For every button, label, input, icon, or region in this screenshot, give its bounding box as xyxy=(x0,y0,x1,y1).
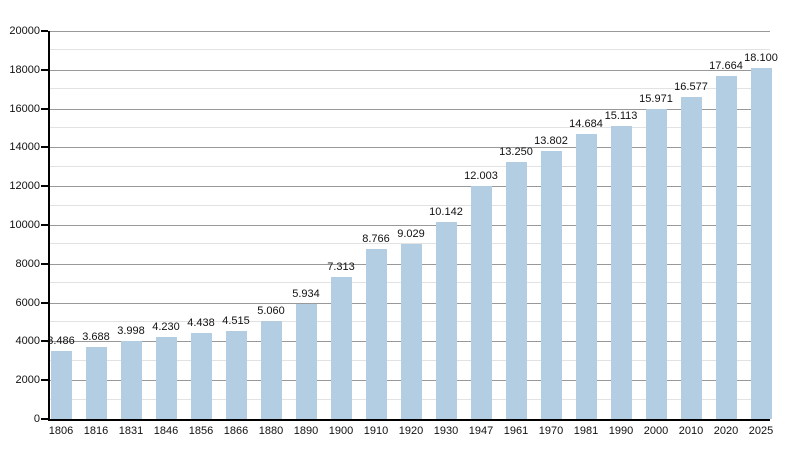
bar xyxy=(120,341,142,419)
y-tick-label: 18000 xyxy=(9,63,40,76)
bar-value-label: 5.934 xyxy=(292,287,320,300)
bar xyxy=(435,222,457,419)
y-axis-tick xyxy=(41,301,48,304)
major-gridline xyxy=(50,108,770,110)
y-tick-label: 20000 xyxy=(9,25,40,37)
y-axis-tick xyxy=(41,262,48,265)
bar-value-label: 3.486 xyxy=(47,335,75,348)
bar xyxy=(610,125,632,419)
minor-gridline xyxy=(50,127,770,128)
bar-value-label: 18.100 xyxy=(744,51,778,64)
major-gridline xyxy=(50,147,770,149)
bar-value-label: 5.060 xyxy=(257,304,285,317)
bar xyxy=(505,161,527,419)
bar-value-label: 14.684 xyxy=(569,118,603,131)
bar-value-label: 9.029 xyxy=(397,227,425,240)
bar-value-label: 15.971 xyxy=(639,93,673,106)
x-tick-label: 1900 xyxy=(328,425,354,437)
bar-value-label: 10.142 xyxy=(429,206,463,219)
x-axis-labels: 1806 1816 1831 1846 1856 1866 1880 1890 1900 1910… xyxy=(48,425,774,439)
bar-value-label: 3.998 xyxy=(117,325,145,338)
y-tick-label: 8000 xyxy=(15,257,40,270)
y-tick-label: 2000 xyxy=(15,374,40,387)
x-tick-label: 1990 xyxy=(608,425,634,437)
x-tick-label: 1816 xyxy=(83,425,109,437)
y-tick-label: 12000 xyxy=(9,180,40,193)
bar-value-label: 4.230 xyxy=(152,320,180,333)
y-axis-tick xyxy=(41,418,48,420)
bar-value-label: 15.113 xyxy=(604,109,638,122)
bar-value-label: 13.802 xyxy=(534,135,568,148)
bar xyxy=(680,97,702,419)
bar xyxy=(50,351,72,419)
bar xyxy=(540,151,562,419)
bar xyxy=(470,186,492,419)
bar xyxy=(330,277,352,419)
x-tick-label: 1920 xyxy=(398,425,424,437)
bar xyxy=(260,320,282,419)
bar xyxy=(190,332,212,419)
y-axis-tick xyxy=(41,340,48,343)
y-axis-tick xyxy=(41,107,48,110)
y-axis-tick xyxy=(41,146,48,149)
bar xyxy=(715,76,737,419)
x-tick-label: 2025 xyxy=(748,425,774,437)
bar xyxy=(225,331,247,419)
x-tick-label: 2010 xyxy=(678,425,704,437)
y-axis-tick xyxy=(41,185,48,188)
x-tick-label: 2020 xyxy=(713,425,739,437)
minor-gridline xyxy=(50,204,770,206)
x-tick-label: 1961 xyxy=(503,425,529,437)
y-tick-label: 4000 xyxy=(15,335,40,348)
x-tick-label: 1930 xyxy=(433,425,459,437)
y-axis-tick xyxy=(41,379,48,382)
bar xyxy=(85,347,107,419)
bar xyxy=(400,243,422,419)
x-tick-label: 1880 xyxy=(258,425,284,437)
x-tick-label: 1846 xyxy=(153,425,179,437)
y-tick-label: 16000 xyxy=(9,102,40,115)
x-tick-label: 1866 xyxy=(223,425,249,437)
x-tick-label: 1910 xyxy=(363,425,389,437)
bar-value-label: 16.577 xyxy=(674,81,708,94)
bar xyxy=(365,248,387,419)
minor-gridline xyxy=(50,165,770,167)
bar-value-label: 4.438 xyxy=(187,316,215,329)
major-gridline xyxy=(50,69,770,71)
bar-value-label: 17.664 xyxy=(709,60,743,73)
bar-value-label: 8.766 xyxy=(362,232,390,245)
y-tick-label: 10000 xyxy=(9,219,40,231)
y-axis-tick xyxy=(41,68,48,71)
bar xyxy=(575,134,597,419)
bar-value-label: 12.003 xyxy=(464,170,498,183)
y-tick-label: 14000 xyxy=(9,141,40,154)
y-tick-label: 6000 xyxy=(15,296,40,309)
y-tick-label: 0 xyxy=(33,413,40,425)
x-tick-label: 1890 xyxy=(293,425,319,437)
minor-gridline xyxy=(50,88,770,90)
bar xyxy=(750,67,772,419)
x-tick-label: 1831 xyxy=(118,425,144,437)
y-axis-tick xyxy=(41,30,48,32)
x-tick-label: 2000 xyxy=(643,425,669,437)
bar xyxy=(295,303,317,419)
x-tick-label: 1981 xyxy=(573,425,599,437)
x-tick-label: 1856 xyxy=(188,425,214,437)
bar xyxy=(155,336,177,419)
major-gridline xyxy=(50,186,770,188)
minor-gridline xyxy=(50,49,770,51)
bar-value-label: 13.250 xyxy=(499,145,533,158)
x-tick-label: 1806 xyxy=(48,425,74,437)
major-gridline xyxy=(50,31,770,32)
major-gridline xyxy=(50,225,770,226)
bar-value-label: 7.313 xyxy=(327,261,355,274)
bar-value-label: 3.688 xyxy=(82,331,110,344)
x-tick-label: 1947 xyxy=(468,425,494,437)
x-tick-label: 1970 xyxy=(538,425,564,437)
plot-area: 3.486 3.688 3.998 4.230 4.438 4.515 5.060 5.934… xyxy=(47,31,778,421)
bar xyxy=(645,109,667,419)
bar-value-label: 4.515 xyxy=(222,315,250,328)
y-axis-tick xyxy=(41,224,48,226)
